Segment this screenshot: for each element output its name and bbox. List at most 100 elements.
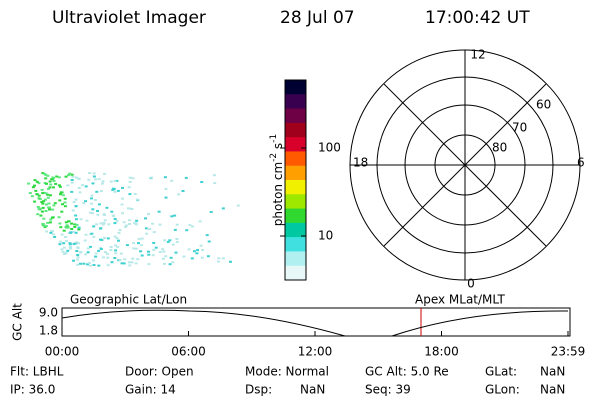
status-field: NaN xyxy=(540,365,565,379)
pixel xyxy=(33,184,36,187)
pixel xyxy=(174,251,178,254)
pixel xyxy=(171,243,175,246)
pixel xyxy=(198,220,202,223)
pixel xyxy=(76,263,80,266)
pixel xyxy=(52,186,55,189)
pixel xyxy=(64,226,68,228)
pixel xyxy=(60,210,64,213)
pixel xyxy=(164,187,168,190)
pixel xyxy=(60,191,64,194)
y-tick: 1.8 xyxy=(39,324,58,338)
pixel xyxy=(95,223,99,226)
pixel xyxy=(115,237,119,240)
color-step xyxy=(285,222,306,238)
pixel xyxy=(36,213,40,216)
pixel xyxy=(114,252,118,255)
pixel xyxy=(54,182,58,185)
x-tick: 12:00 xyxy=(298,345,333,359)
date: 28 Jul 07 xyxy=(280,8,355,28)
pixel xyxy=(84,233,88,236)
pixel xyxy=(137,237,141,240)
pixel xyxy=(132,242,136,245)
pixel xyxy=(102,221,106,224)
pixel xyxy=(86,263,90,266)
pixel xyxy=(87,178,91,181)
pixel xyxy=(221,207,225,210)
pixel xyxy=(112,215,116,218)
pixel xyxy=(95,190,99,193)
pixel xyxy=(74,176,78,179)
pixel xyxy=(119,252,123,255)
pixel xyxy=(73,223,77,226)
polar-label: 60 xyxy=(536,98,551,112)
pixel xyxy=(73,226,77,228)
pixel xyxy=(116,245,120,248)
pixel xyxy=(175,238,179,240)
pixel xyxy=(90,232,94,235)
pixel xyxy=(101,180,105,183)
pixel xyxy=(74,242,78,245)
pixel xyxy=(53,236,57,238)
pixel xyxy=(44,210,48,212)
pixel xyxy=(120,262,124,265)
pixel xyxy=(48,221,52,224)
pixel xyxy=(137,242,140,245)
pixel xyxy=(181,190,185,192)
pixel xyxy=(61,194,65,197)
pixel xyxy=(161,257,165,260)
pixel xyxy=(75,250,79,252)
pixel xyxy=(130,208,134,210)
pixel xyxy=(46,196,50,199)
pixel xyxy=(94,252,98,255)
pixel xyxy=(114,249,118,252)
pixel xyxy=(88,264,92,267)
pixel xyxy=(94,178,98,181)
status-field: IP: 36.0 xyxy=(10,383,55,397)
pixel xyxy=(147,253,151,256)
pixel xyxy=(39,214,43,217)
pixel xyxy=(168,263,172,266)
polar-label: 12 xyxy=(470,48,485,62)
pixel xyxy=(113,190,117,193)
pixel xyxy=(212,174,216,177)
pixel xyxy=(50,178,54,181)
pixel xyxy=(163,176,167,179)
pixel xyxy=(53,202,57,205)
pixel xyxy=(175,223,179,226)
pixel xyxy=(75,241,79,244)
pixel xyxy=(118,229,122,232)
pixel xyxy=(150,176,153,179)
pixel xyxy=(144,227,148,230)
pixel xyxy=(162,250,166,253)
pixel xyxy=(41,192,45,195)
pixel xyxy=(166,240,170,243)
color-step xyxy=(285,122,306,138)
pixel xyxy=(117,231,121,234)
status-field: NaN xyxy=(540,383,565,397)
pixel xyxy=(52,180,56,182)
pixel xyxy=(84,253,87,256)
pixel xyxy=(81,184,85,187)
pixel xyxy=(154,246,158,249)
left-label: Geographic Lat/Lon xyxy=(70,293,187,307)
pixel xyxy=(48,206,51,209)
pixel xyxy=(171,261,175,264)
pixel xyxy=(207,240,211,243)
pixel xyxy=(83,239,87,242)
pixel xyxy=(62,229,66,232)
pixel xyxy=(85,219,89,222)
pixel xyxy=(35,193,39,196)
pixel xyxy=(77,177,81,180)
pixel xyxy=(96,213,100,216)
pixel xyxy=(82,262,86,265)
pixel xyxy=(105,206,109,209)
pixel xyxy=(63,201,67,204)
pixel xyxy=(86,247,90,250)
pixel xyxy=(122,262,126,265)
pixel xyxy=(124,225,128,228)
pixel xyxy=(70,228,74,230)
pixel xyxy=(61,250,65,253)
pixel xyxy=(221,257,225,260)
pixel xyxy=(63,253,67,255)
pixel xyxy=(74,231,78,234)
